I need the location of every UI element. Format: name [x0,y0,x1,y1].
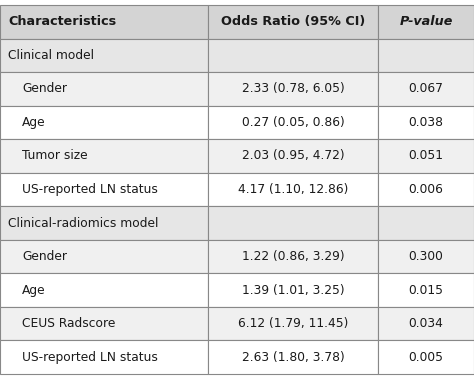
Bar [378,39,474,72]
Text: 0.015: 0.015 [409,283,444,297]
Text: 0.006: 0.006 [409,183,444,196]
Bar [378,106,474,139]
Text: 0.067: 0.067 [409,82,444,96]
Bar [378,5,474,39]
Bar [378,139,474,173]
Text: Gender: Gender [22,82,67,96]
Bar [0,273,208,307]
Text: CEUS Radscore: CEUS Radscore [22,317,115,330]
Bar [208,273,378,307]
Bar [378,173,474,206]
Text: Age: Age [22,116,46,129]
Bar [378,340,474,374]
Bar [0,39,208,72]
Bar [0,173,208,206]
Text: 0.27 (0.05, 0.86): 0.27 (0.05, 0.86) [242,116,345,129]
Text: 0.038: 0.038 [409,116,444,129]
Text: 0.034: 0.034 [409,317,444,330]
Bar [0,240,208,273]
Text: 2.33 (0.78, 6.05): 2.33 (0.78, 6.05) [242,82,345,96]
Bar [208,307,378,340]
Bar [378,240,474,273]
Bar [208,72,378,106]
Bar [378,273,474,307]
Text: Tumor size: Tumor size [22,149,88,163]
Text: 1.39 (1.01, 3.25): 1.39 (1.01, 3.25) [242,283,344,297]
Bar [208,139,378,173]
Bar [0,340,208,374]
Text: Characteristics: Characteristics [8,15,116,28]
Text: US-reported LN status: US-reported LN status [22,351,158,364]
Bar [208,240,378,273]
Text: 0.300: 0.300 [409,250,444,263]
Bar [0,5,208,39]
Text: 0.051: 0.051 [409,149,444,163]
Text: 1.22 (0.86, 3.29): 1.22 (0.86, 3.29) [242,250,344,263]
Bar [0,307,208,340]
Bar [208,206,378,240]
Bar [0,72,208,106]
Text: Gender: Gender [22,250,67,263]
Text: Clinical model: Clinical model [8,49,94,62]
Text: 4.17 (1.10, 12.86): 4.17 (1.10, 12.86) [238,183,348,196]
Bar [208,340,378,374]
Text: 2.63 (1.80, 3.78): 2.63 (1.80, 3.78) [242,351,345,364]
Bar [378,307,474,340]
Text: 2.03 (0.95, 4.72): 2.03 (0.95, 4.72) [242,149,344,163]
Bar [378,72,474,106]
Text: Age: Age [22,283,46,297]
Text: 0.005: 0.005 [409,351,444,364]
Bar [208,173,378,206]
Text: Clinical-radiomics model: Clinical-radiomics model [8,216,158,230]
Text: US-reported LN status: US-reported LN status [22,183,158,196]
Bar [0,206,208,240]
Bar [208,5,378,39]
Bar [378,206,474,240]
Text: Odds Ratio (95% CI): Odds Ratio (95% CI) [221,15,365,28]
Bar [208,106,378,139]
Bar [0,139,208,173]
Text: P-value: P-value [399,15,453,28]
Text: 6.12 (1.79, 11.45): 6.12 (1.79, 11.45) [238,317,348,330]
Bar [0,106,208,139]
Bar [208,39,378,72]
